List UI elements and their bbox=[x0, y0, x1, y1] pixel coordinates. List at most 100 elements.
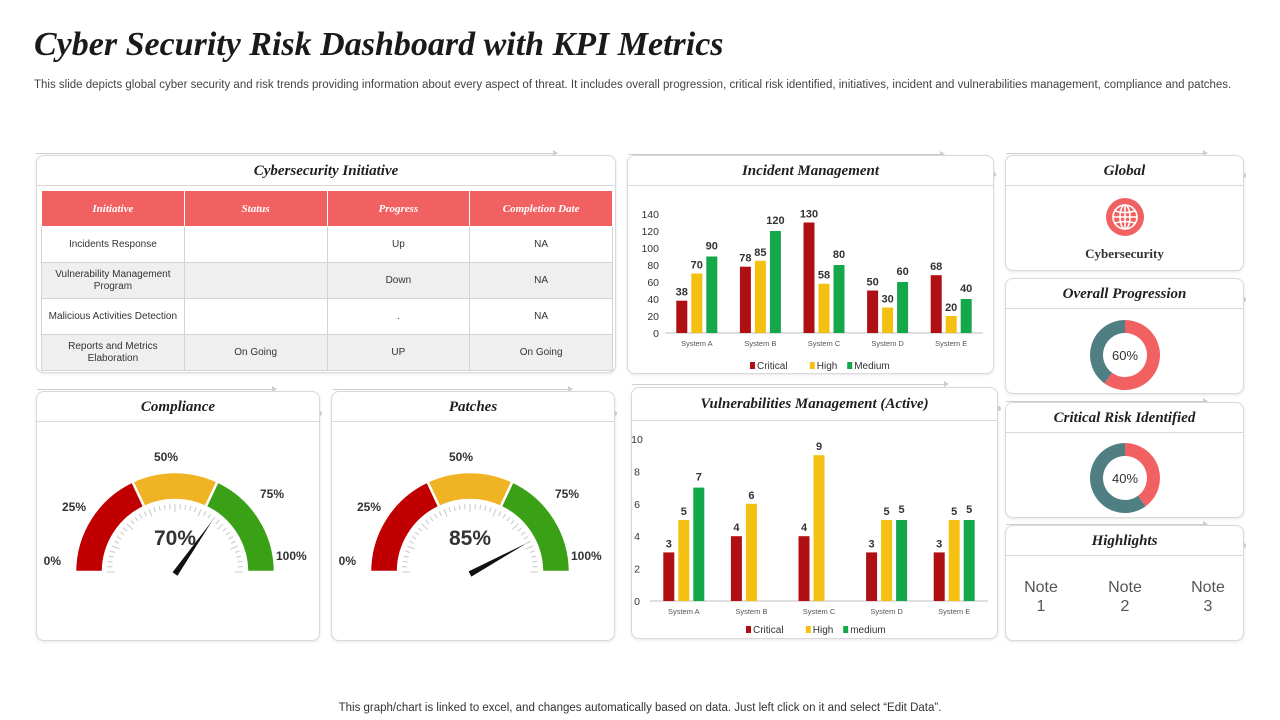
gauge-tick bbox=[222, 527, 228, 532]
gauge-tick bbox=[425, 519, 430, 525]
data-label: 6 bbox=[748, 490, 754, 502]
overall-donut: 60% bbox=[1090, 320, 1160, 390]
bar-critical bbox=[803, 222, 815, 333]
note-label: Note bbox=[1191, 579, 1225, 596]
note-1: Note 1 bbox=[1011, 578, 1071, 616]
gauge-tick bbox=[479, 504, 482, 510]
data-label: 38 bbox=[676, 287, 688, 299]
gauge-tick bbox=[525, 545, 534, 550]
gauge-band bbox=[425, 470, 515, 509]
cell-status bbox=[183, 298, 328, 335]
data-label: 120 bbox=[766, 215, 784, 227]
bar-medium bbox=[706, 256, 718, 333]
gauge-tick bbox=[193, 507, 197, 513]
y-tick-label: 40 bbox=[647, 294, 659, 306]
cell-completion: NA bbox=[469, 226, 613, 263]
bar-high bbox=[813, 455, 825, 601]
globe-icon bbox=[1106, 198, 1144, 236]
decor-arrow-line bbox=[632, 381, 949, 387]
gauge-tick bbox=[189, 505, 192, 511]
table-row: Incidents Response Up NA bbox=[41, 226, 613, 263]
data-label: 85 bbox=[754, 247, 766, 259]
gauge-tick bbox=[228, 536, 234, 540]
gauge-tick bbox=[143, 511, 147, 517]
gauge-tick bbox=[111, 545, 120, 550]
gauge-tick bbox=[130, 519, 135, 525]
gauge-tick bbox=[163, 504, 166, 510]
bar-critical bbox=[798, 536, 810, 601]
data-label: 4 bbox=[733, 522, 740, 534]
y-tick-label: 20 bbox=[647, 311, 659, 323]
donut-slice bbox=[1125, 443, 1160, 507]
critical-card: Critical Risk Identified 40% bbox=[1005, 402, 1244, 518]
data-label: 40 bbox=[960, 283, 972, 295]
gauge-scale-label: 75% bbox=[555, 487, 579, 501]
legend-swatch bbox=[843, 626, 849, 633]
y-tick-label: 4 bbox=[634, 531, 640, 543]
cell-progress: Down bbox=[326, 262, 471, 299]
gauge-tick bbox=[126, 523, 133, 530]
data-label: 5 bbox=[966, 504, 972, 516]
bar-high bbox=[745, 503, 757, 601]
donut-slice bbox=[1090, 443, 1146, 513]
bar-critical bbox=[866, 552, 878, 601]
critical-title: Critical Risk Identified bbox=[1006, 403, 1243, 433]
global-card: Global Cybersecurity bbox=[1005, 155, 1244, 271]
note-label: Note bbox=[1024, 579, 1058, 596]
critical-donut: 40% bbox=[1090, 443, 1160, 513]
bar-medium bbox=[897, 282, 909, 333]
legend-swatch bbox=[805, 626, 811, 633]
legend-swatch bbox=[750, 362, 755, 369]
cell-status bbox=[183, 226, 328, 263]
gauge-band bbox=[130, 470, 220, 509]
cell-status bbox=[183, 262, 328, 299]
gauge-tick bbox=[510, 519, 515, 525]
highlights-card: Highlights Note 1 Note 2 Note 3 bbox=[1005, 525, 1244, 641]
compliance-card: Compliance 0% 25% 50% 75% 100% 70% bbox=[36, 391, 320, 641]
gauge-band bbox=[203, 479, 277, 574]
gauge-tick bbox=[114, 540, 120, 544]
gauge-scale-label: 0% bbox=[339, 554, 357, 568]
donut-slice bbox=[1104, 320, 1160, 390]
decor-arrow-line bbox=[36, 150, 558, 156]
note-label: Note bbox=[1108, 579, 1142, 596]
cell-completion: NA bbox=[469, 298, 613, 335]
decor-dot bbox=[996, 406, 1001, 411]
gauge-scale-label: 25% bbox=[357, 500, 381, 514]
cell-initiative: Vulnerability Management Program bbox=[41, 262, 185, 299]
gauge-tick bbox=[236, 555, 242, 558]
cell-initiative: Malicious Activities Detection bbox=[41, 298, 185, 335]
gauge-tick bbox=[411, 536, 417, 540]
gauge-tick bbox=[492, 508, 497, 517]
bar-critical bbox=[676, 300, 688, 333]
decor-arrow-line bbox=[628, 151, 945, 157]
note-number: 1 bbox=[1036, 598, 1046, 615]
bar-high bbox=[882, 307, 894, 333]
x-tick-label: System B bbox=[744, 339, 776, 348]
y-tick-label: 10 bbox=[632, 434, 643, 446]
data-label: 20 bbox=[945, 302, 957, 314]
donut-slice bbox=[1090, 320, 1125, 384]
gauge-tick bbox=[134, 516, 139, 522]
gauge-tick bbox=[421, 523, 428, 530]
bar-high bbox=[754, 260, 766, 333]
cell-progress: UP bbox=[326, 334, 471, 371]
data-label: 7 bbox=[696, 472, 702, 484]
gauge-tick bbox=[139, 513, 143, 519]
gauge-tick bbox=[532, 560, 538, 563]
cell-completion: On Going bbox=[469, 334, 613, 371]
gauge-scale-label: 100% bbox=[276, 549, 307, 563]
data-label: 30 bbox=[881, 294, 893, 306]
cell-status: On Going bbox=[183, 334, 328, 371]
gauge-tick bbox=[529, 550, 535, 554]
bar-critical bbox=[933, 552, 945, 601]
y-tick-label: 6 bbox=[634, 499, 640, 511]
x-tick-label: System B bbox=[735, 607, 767, 616]
gauge-tick bbox=[230, 545, 239, 550]
y-tick-label: 120 bbox=[641, 226, 659, 238]
table-row: Vulnerability Management Program Down NA bbox=[41, 262, 613, 299]
data-label: 68 bbox=[930, 261, 942, 273]
data-label: 5 bbox=[681, 506, 687, 518]
decor-arrow-line bbox=[1006, 521, 1208, 527]
